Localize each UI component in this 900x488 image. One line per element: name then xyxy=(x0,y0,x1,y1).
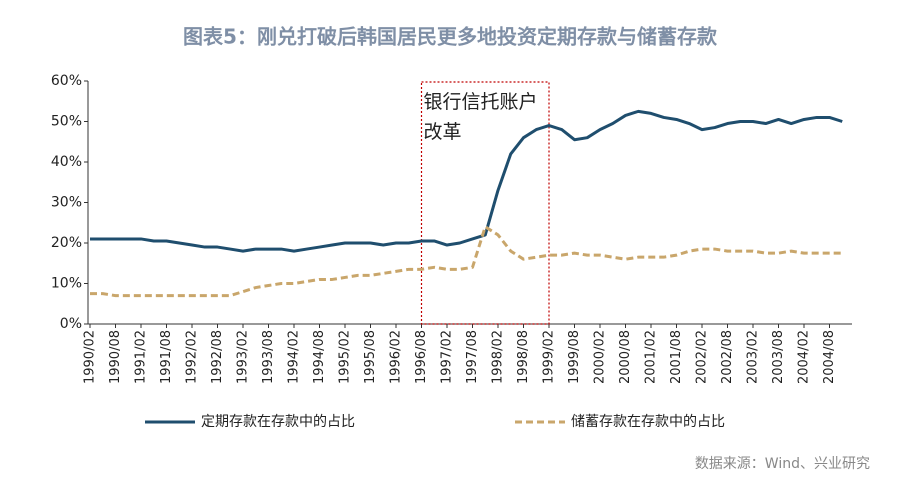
x-tick-label: 1991/02 xyxy=(134,330,149,384)
series-line xyxy=(90,109,843,253)
y-tick-label: 30% xyxy=(51,195,82,211)
y-tick-label: 10% xyxy=(51,276,82,292)
y-tick-label: 0% xyxy=(60,316,82,332)
x-tick-label: 1996/02 xyxy=(389,330,404,384)
x-tick-label: 2001/02 xyxy=(644,330,659,384)
source: 数据来源：Wind、兴业研究 xyxy=(695,456,870,472)
x-tick-label: 1995/08 xyxy=(363,330,378,384)
x-tick-label: 2003/08 xyxy=(771,330,786,384)
x-tick-label: 1998/02 xyxy=(491,330,506,384)
x-tick-label: 1997/08 xyxy=(465,330,480,384)
x-tick-label: 2004/08 xyxy=(822,330,837,384)
chart-title: 图表5：刚兑打破后韩国居民更多地投资定期存款与储蓄存款 xyxy=(183,25,718,49)
x-tick-label: 1998/08 xyxy=(516,330,531,384)
annotation-text: 改革 xyxy=(424,121,462,143)
x-tick-label: 2000/08 xyxy=(618,330,633,384)
x-tick-label: 1999/02 xyxy=(542,330,557,384)
annotation-text: 银行信托账户 xyxy=(424,91,538,113)
x-tick-label: 1995/02 xyxy=(338,330,353,384)
x-tick-label: 1992/08 xyxy=(210,330,225,384)
series-line xyxy=(90,225,843,298)
x-tick-label: 1996/08 xyxy=(414,330,429,384)
x-tick-label: 1994/02 xyxy=(287,330,302,384)
x-tick-label: 1999/08 xyxy=(567,330,582,384)
y-tick-label: 20% xyxy=(51,235,82,251)
x-tick-label: 1993/02 xyxy=(236,330,251,384)
x-tick-label: 2000/02 xyxy=(593,330,608,384)
x-tick-label: 2003/02 xyxy=(746,330,761,384)
x-tick-label: 1993/08 xyxy=(261,330,276,384)
x-tick-label: 1990/08 xyxy=(108,330,123,384)
legend-label: 定期存款在存款中的占比 xyxy=(201,414,355,430)
x-tick-label: 2004/02 xyxy=(797,330,812,384)
x-tick-label: 2002/08 xyxy=(720,330,735,384)
x-tick-label: 1990/02 xyxy=(83,330,98,384)
y-tick-label: 40% xyxy=(51,154,82,170)
x-tick-label: 1991/08 xyxy=(159,330,174,384)
x-tick-label: 1997/02 xyxy=(440,330,455,384)
y-tick-label: 50% xyxy=(51,114,82,130)
x-tick-label: 1994/08 xyxy=(312,330,327,384)
x-tick-label: 1992/02 xyxy=(185,330,200,384)
legend-label: 储蓄存款在存款中的占比 xyxy=(571,414,725,430)
x-tick-label: 2002/02 xyxy=(695,330,710,384)
y-tick-label: 60% xyxy=(51,73,82,89)
x-tick-label: 2001/08 xyxy=(669,330,684,384)
annotation-box xyxy=(420,81,550,325)
